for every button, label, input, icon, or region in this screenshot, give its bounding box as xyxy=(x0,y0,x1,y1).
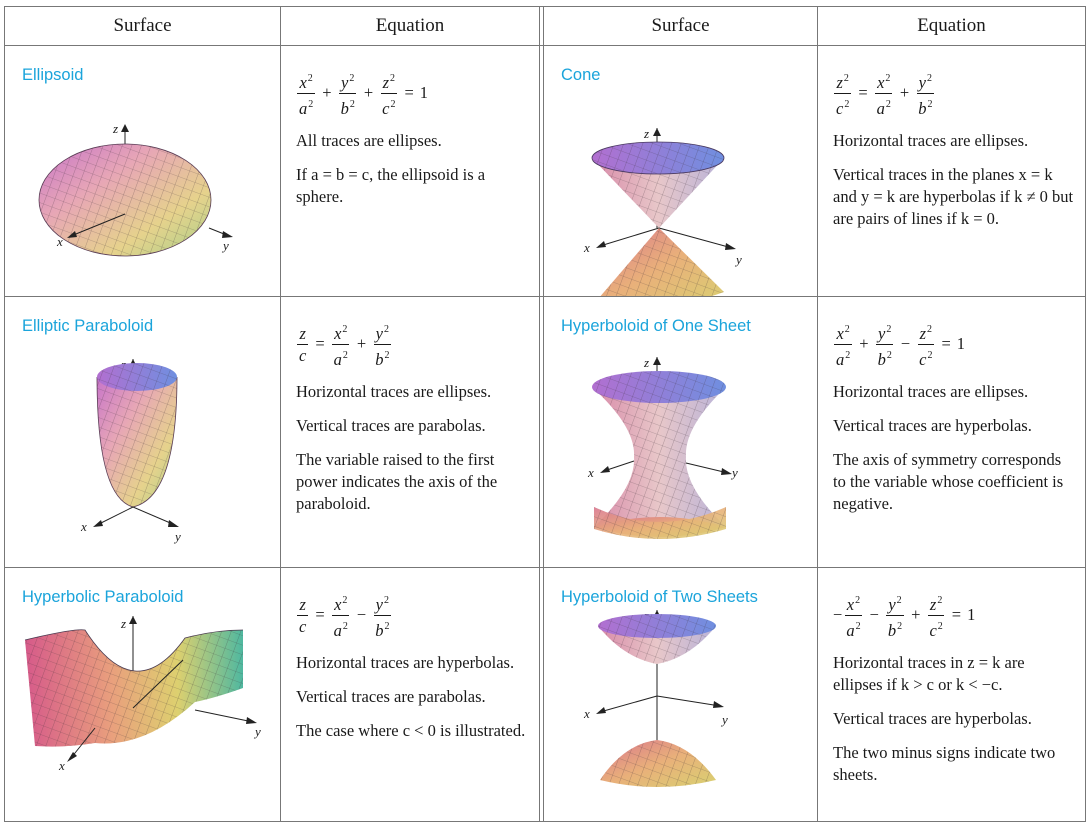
equation-cell-cone: z2 c2 = x2 a2 + y2 b2 Horizontal traces are… xyxy=(817,46,1086,296)
surface-cell-elliptic-paraboloid: Elliptic Paraboloid z x y xyxy=(4,297,280,567)
svg-text:x: x xyxy=(56,234,63,249)
header-surface-right: Surface xyxy=(543,7,817,45)
hyperboloid-one-sheet-figure: z x y xyxy=(587,355,738,539)
note: The two minus signs indicate two sheets. xyxy=(833,743,1056,784)
note: The variable raised to the first power i… xyxy=(296,450,498,513)
equation: x2 a2 + y2 b2 + z2 c2 = 1 xyxy=(296,68,529,118)
svg-text:z: z xyxy=(643,126,649,141)
note: If a = b = c, the ellipsoid is a sphere. xyxy=(296,165,486,206)
note: Horizontal traces are ellipses. xyxy=(833,131,1029,150)
svg-text:x: x xyxy=(583,706,590,721)
note: The axis of symmetry corresponds to the … xyxy=(833,450,1064,513)
surface-name: Hyperbolic Paraboloid xyxy=(22,588,184,606)
note: Vertical traces are parabolas. xyxy=(296,687,486,706)
equation: − x2 a2 − y2 b2 + z2 c2 = 1 xyxy=(833,590,1075,640)
svg-text:y: y xyxy=(730,465,738,480)
header-equation-right: Equation xyxy=(817,7,1086,45)
svg-text:x: x xyxy=(58,758,65,773)
table-row: Elliptic Paraboloid z x y zc = xyxy=(4,297,1086,568)
equation: x2 a2 + y2 b2 − z2 c2 = 1 xyxy=(833,319,1075,369)
svg-text:x: x xyxy=(80,519,87,534)
surface-cell-cone: Cone z x y xyxy=(543,46,817,296)
note: Horizontal traces are ellipses. xyxy=(833,382,1029,401)
hyperbolic-paraboloid-figure: z y x xyxy=(24,616,261,773)
note: The case where c < 0 is illustrated. xyxy=(296,721,526,740)
equation-cell-ellipsoid: x2 a2 + y2 b2 + z2 c2 = 1 All traces are ell… xyxy=(280,46,540,296)
table-row: Ellipsoid z x y x2 a2 + y2 b2 + xyxy=(4,46,1086,297)
note: Vertical traces are hyperbolas. xyxy=(833,416,1032,435)
note: All traces are ellipses. xyxy=(296,131,442,150)
note: Vertical traces are hyperbolas. xyxy=(833,709,1032,728)
equation-cell-hyperboloid-one-sheet: x2 a2 + y2 b2 − z2 c2 = 1 Horizontal traces … xyxy=(817,297,1086,567)
svg-text:z: z xyxy=(112,121,118,136)
surface-name: Hyperboloid of Two Sheets xyxy=(561,588,758,606)
note: Vertical traces in the planes x = k and … xyxy=(833,165,1074,228)
table-header-row: Surface Equation Surface Equation xyxy=(4,6,1086,46)
svg-text:x: x xyxy=(583,240,590,255)
header-surface-left: Surface xyxy=(4,7,280,45)
note: Horizontal traces in z = k are ellipses … xyxy=(833,653,1025,694)
svg-text:y: y xyxy=(734,252,742,267)
elliptic-paraboloid-figure: z x y xyxy=(80,357,181,544)
note: Vertical traces are parabolas. xyxy=(296,416,486,435)
surface-name: Elliptic Paraboloid xyxy=(22,317,154,335)
quadric-surfaces-table: Surface Equation Surface Equation Ellips… xyxy=(4,6,1086,822)
svg-text:z: z xyxy=(120,616,126,631)
ellipsoid-figure: z x y xyxy=(38,121,233,257)
equation-cell-hyperboloid-two-sheets: − x2 a2 − y2 b2 + z2 c2 = 1 Horizontal trace… xyxy=(817,568,1086,821)
surface-name: Cone xyxy=(561,66,601,84)
surface-cell-ellipsoid: Ellipsoid z x y xyxy=(4,46,280,296)
cone-figure: z x y xyxy=(583,126,742,296)
header-equation-left: Equation xyxy=(280,7,540,45)
note: Horizontal traces are ellipses. xyxy=(296,382,492,401)
surface-name: Ellipsoid xyxy=(22,66,84,84)
svg-text:y: y xyxy=(173,529,181,544)
surface-cell-hyperboloid-one-sheet: Hyperboloid of One Sheet z x y xyxy=(543,297,817,567)
note: Horizontal traces are hyperbolas. xyxy=(296,653,515,672)
hyperboloid-two-sheets-figure: z x y xyxy=(583,608,728,787)
svg-text:z: z xyxy=(643,355,649,370)
surface-name: Hyperboloid of One Sheet xyxy=(561,317,751,335)
svg-text:x: x xyxy=(587,465,594,480)
surface-cell-hyperboloid-two-sheets: Hyperboloid of Two Sheets z x y xyxy=(543,568,817,821)
svg-text:y: y xyxy=(253,724,261,739)
surface-cell-hyperbolic-paraboloid: Hyperbolic Paraboloid z y x xyxy=(4,568,280,821)
svg-text:y: y xyxy=(720,712,728,727)
svg-text:y: y xyxy=(221,238,229,253)
equation: z2 c2 = x2 a2 + y2 b2 xyxy=(833,68,1075,118)
